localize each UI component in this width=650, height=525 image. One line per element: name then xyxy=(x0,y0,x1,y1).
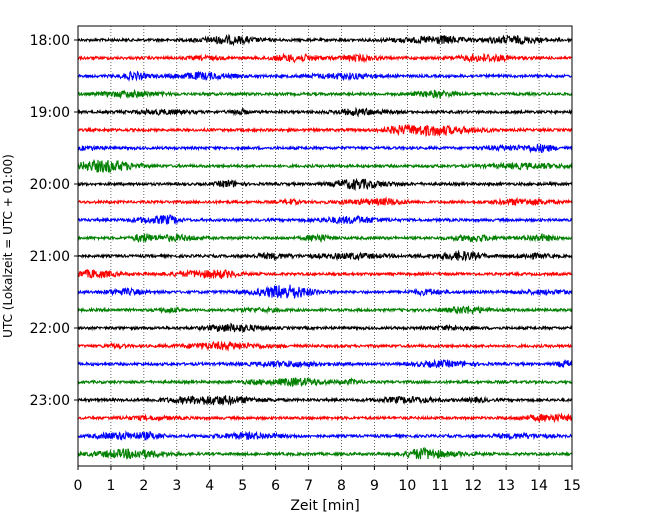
x-tick-label: 4 xyxy=(205,478,214,494)
x-tick-label: 11 xyxy=(431,478,449,494)
trace-2315 xyxy=(77,412,573,424)
x-tick-label: 1 xyxy=(106,478,115,494)
y-tick-label: 21:00 xyxy=(30,249,70,265)
x-tick-label: 7 xyxy=(304,478,313,494)
trace-1930 xyxy=(77,143,573,154)
trace-2045 xyxy=(77,232,573,244)
x-tick-label: 5 xyxy=(238,478,247,494)
y-tick-label: 19:00 xyxy=(30,105,70,121)
trace-1900 xyxy=(77,106,573,118)
trace-2230 xyxy=(77,358,573,369)
y-tick-label: 23:00 xyxy=(30,393,70,409)
trace-2345 xyxy=(77,446,573,460)
x-tick-label: 15 xyxy=(563,478,581,494)
x-tick-label: 12 xyxy=(464,478,482,494)
trace-2015 xyxy=(77,195,573,207)
x-tick-label: 0 xyxy=(74,478,83,494)
x-tick-label: 3 xyxy=(172,478,181,494)
grid-layer xyxy=(110,26,540,466)
x-tick-label: 14 xyxy=(530,478,548,494)
trace-2115 xyxy=(77,268,573,280)
tick-layer: 0 1 2 3 4 5 6 7 8 9 10 11 12 13 14 1518:0019:0020:0021:… xyxy=(30,33,581,494)
trace-2245 xyxy=(77,376,573,388)
trace-2030 xyxy=(77,214,573,225)
x-tick-label: 2 xyxy=(139,478,148,494)
trace-2330 xyxy=(77,430,573,441)
x-tick-label: 10 xyxy=(398,478,416,494)
y-tick-label: 18:00 xyxy=(30,33,70,49)
trace-2130 xyxy=(77,284,573,299)
x-tick-label: 13 xyxy=(497,478,515,494)
trace-1915 xyxy=(77,123,573,138)
trace-1845 xyxy=(77,88,573,100)
plot-frame xyxy=(77,25,573,467)
trace-1800 xyxy=(77,33,573,47)
trace-2215 xyxy=(77,340,573,352)
x-axis-label: Zeit [min] xyxy=(290,498,359,514)
y-tick-label: 20:00 xyxy=(30,177,70,193)
trace-1815 xyxy=(77,52,573,64)
x-tick-label: 6 xyxy=(271,478,280,494)
y-axis-label: UTC (Lokalzeit = UTC + 01:00) xyxy=(1,154,15,338)
trace-2000 xyxy=(77,177,573,192)
trace-2100 xyxy=(77,249,573,262)
x-tick-label: 8 xyxy=(337,478,346,494)
trace-layer xyxy=(77,33,573,460)
trace-2145 xyxy=(77,305,573,315)
x-tick-label: 9 xyxy=(370,478,379,494)
trace-1830 xyxy=(77,70,573,82)
y-tick-label: 22:00 xyxy=(30,321,70,337)
trace-2200 xyxy=(77,322,573,333)
trace-1945 xyxy=(77,158,573,174)
trace-2300 xyxy=(77,395,573,407)
